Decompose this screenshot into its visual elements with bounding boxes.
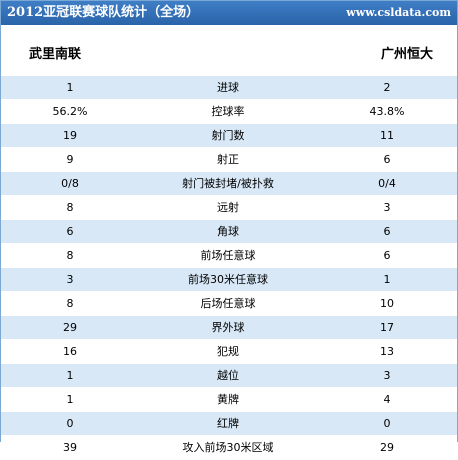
home-stat-value: 1 xyxy=(66,369,74,382)
home-stat-value: 8 xyxy=(66,201,74,214)
table-row: 6 角球 6 xyxy=(1,220,457,244)
page-title: 2012亚冠联赛球队统计（全场） xyxy=(7,5,200,20)
home-stat-value: 29 xyxy=(63,321,77,334)
stat-label: 犯规 xyxy=(217,345,239,358)
away-stat-value: 1 xyxy=(383,273,391,286)
home-stat-value: 56.2% xyxy=(52,105,88,118)
table-row: 9 射正 6 xyxy=(1,148,457,172)
table-row: 8 后场任意球 10 xyxy=(1,292,457,316)
away-stat-value: 29 xyxy=(380,441,394,454)
stats-table: 1 进球 2 56.2% 控球率 43.8% 19 射门数 11 9 射正 6 0/8 射门被封堵/被扑救… xyxy=(1,76,457,460)
home-stat-value: 8 xyxy=(66,297,74,310)
away-stat-value: 3 xyxy=(383,369,391,382)
home-stat-value: 1 xyxy=(66,393,74,406)
stat-label: 后场任意球 xyxy=(200,297,256,310)
stat-label: 越位 xyxy=(217,369,239,382)
home-stat-value: 0 xyxy=(66,417,74,430)
away-stat-value: 6 xyxy=(383,153,391,166)
away-stat-value: 4 xyxy=(383,393,391,406)
table-row: 0/8 射门被封堵/被扑救 0/4 xyxy=(1,172,457,196)
away-stat-value: 11 xyxy=(380,129,394,142)
stat-label: 远射 xyxy=(217,201,239,214)
away-stat-value: 17 xyxy=(380,321,394,334)
table-row: 1 黄牌 4 xyxy=(1,388,457,412)
away-stat-value: 2 xyxy=(383,81,391,94)
table-row: 1 进球 2 xyxy=(1,76,457,100)
away-stat-value: 6 xyxy=(383,249,391,262)
home-stat-value: 8 xyxy=(66,249,74,262)
away-team-name: 广州恒大 xyxy=(380,47,433,62)
table-row: 0 红牌 0 xyxy=(1,412,457,436)
away-stat-value: 3 xyxy=(383,201,391,214)
table-row: 8 远射 3 xyxy=(1,196,457,220)
stat-label: 黄牌 xyxy=(217,393,239,406)
home-stat-value: 3 xyxy=(66,273,74,286)
stat-label: 角球 xyxy=(217,225,239,238)
away-stat-value: 13 xyxy=(380,345,394,358)
table-row: 3 前场30米任意球 1 xyxy=(1,268,457,292)
home-team-name: 武里南联 xyxy=(29,47,82,62)
stat-label: 前场30米任意球 xyxy=(188,273,268,286)
stat-label: 控球率 xyxy=(211,105,245,118)
away-stat-value: 43.8% xyxy=(369,105,405,118)
table-row: 19 射门数 11 xyxy=(1,124,457,148)
table-row: 1 越位 3 xyxy=(1,364,457,388)
table-row: 56.2% 控球率 43.8% xyxy=(1,100,457,124)
site-link[interactable]: www.csldata.com xyxy=(346,6,451,19)
home-stat-value: 39 xyxy=(63,441,77,454)
away-stat-value: 0/4 xyxy=(378,177,396,190)
stat-label: 界外球 xyxy=(211,321,245,334)
home-stat-value: 19 xyxy=(63,129,77,142)
home-stat-value: 16 xyxy=(63,345,77,358)
table-row: 29 界外球 17 xyxy=(1,316,457,340)
table-row: 39 攻入前场30米区域 29 xyxy=(1,436,457,460)
home-stat-value: 1 xyxy=(66,81,74,94)
stat-label: 红牌 xyxy=(217,417,239,430)
stat-label: 前场任意球 xyxy=(200,249,256,262)
table-row: 8 前场任意球 6 xyxy=(1,244,457,268)
away-stat-value: 0 xyxy=(383,417,391,430)
home-stat-value: 0/8 xyxy=(61,177,79,190)
stat-label: 射门被封堵/被扑救 xyxy=(182,177,274,190)
home-stat-value: 9 xyxy=(66,153,74,166)
title-bar: 2012亚冠联赛球队统计（全场） www.csldata.com xyxy=(1,1,457,25)
away-stat-value: 10 xyxy=(380,297,394,310)
stat-label: 进球 xyxy=(217,81,239,94)
stat-label: 攻入前场30米区域 xyxy=(182,441,274,454)
stat-label: 射门数 xyxy=(211,129,245,142)
table-row: 16 犯规 13 xyxy=(1,340,457,364)
home-stat-value: 6 xyxy=(66,225,74,238)
stat-label: 射正 xyxy=(217,153,239,166)
away-stat-value: 6 xyxy=(383,225,391,238)
